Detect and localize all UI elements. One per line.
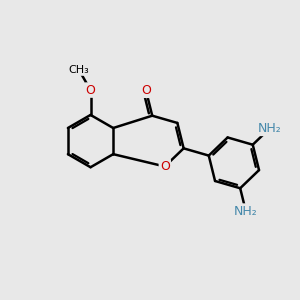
Text: CH₃: CH₃: [68, 65, 89, 75]
Text: NH₂: NH₂: [234, 205, 258, 218]
Text: O: O: [160, 160, 170, 173]
Text: O: O: [141, 84, 151, 97]
Text: O: O: [85, 84, 95, 97]
Text: NH₂: NH₂: [258, 122, 282, 135]
